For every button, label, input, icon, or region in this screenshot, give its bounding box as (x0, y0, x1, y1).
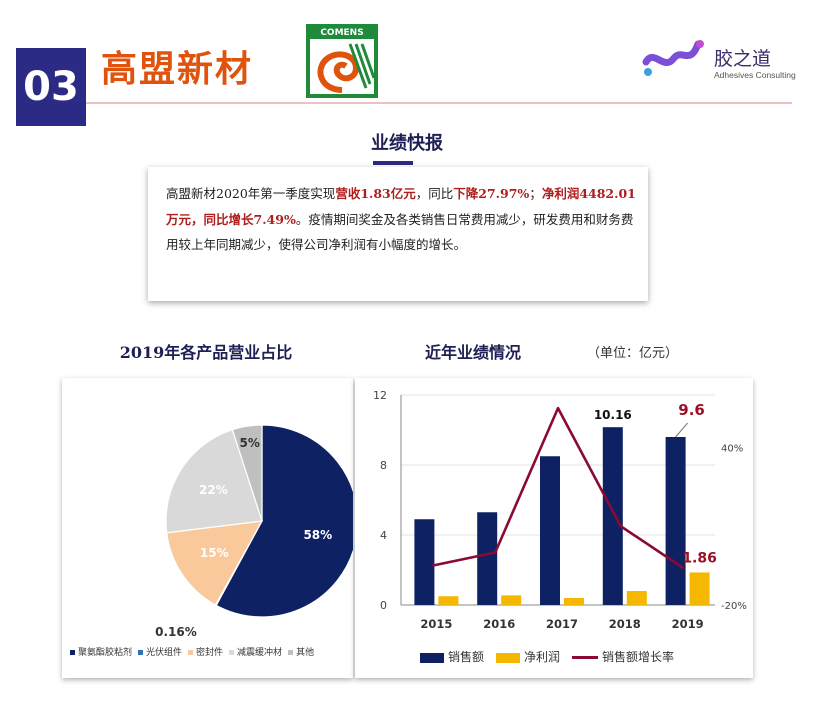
bar-legend-swatch (420, 652, 444, 663)
pie-data-label: 0.16% (155, 625, 197, 639)
pie-slice (215, 424, 353, 618)
pie-legend-label: 密封件 (196, 648, 224, 658)
bar-legend-item: 销售额增长率 (572, 648, 674, 665)
data-label-leader (675, 422, 688, 438)
y-left-tick-label: 8 (380, 459, 387, 472)
bar-net-profit (689, 572, 710, 605)
pie-legend-swatch (288, 650, 294, 655)
bar-legend-swatch (572, 656, 599, 659)
pie-legend-swatch (138, 650, 144, 655)
report-segment: 高盟新材2020年第一季度实现 (166, 186, 336, 201)
bar-chart-title: 近年业绩情况 (425, 343, 522, 362)
pie-legend-label: 减震缓冲材 (237, 648, 283, 658)
bar-net-profit (501, 595, 522, 605)
report-title-underline (373, 161, 413, 165)
pie-legend-item: 密封件 (188, 645, 223, 658)
bar-net-profit (626, 591, 647, 605)
section-number-badge: 03 (16, 48, 86, 126)
logo-text: COMENS (320, 28, 363, 38)
brand-logo-icon (642, 40, 704, 76)
pie-legend-label: 其他 (296, 648, 315, 658)
x-tick-label: 2018 (609, 617, 641, 631)
report-text: 高盟新材2020年第一季度实现营收1.83亿元，同比下降27.97%；净利润44… (166, 181, 638, 258)
bar-sales (665, 437, 686, 605)
y-left-tick-label: 0 (380, 599, 387, 612)
pie-data-label: 5% (240, 436, 260, 450)
bar-legend-item: 净利润 (496, 648, 560, 665)
pie-legend: 聚氨酯胶粘剂 光伏组件 密封件 减震缓冲材 其他 (70, 645, 350, 658)
bar-data-label: 1.86 (682, 550, 717, 566)
bar-line-chart: 0 4 8 12 -20% 40% 2015 2016 2017 2018 2019 10.16 9.6… (373, 389, 747, 631)
bar-data-label: 9.6 (678, 401, 705, 419)
pie-legend-item: 减震缓冲材 (229, 645, 282, 658)
x-tick-label: 2019 (672, 617, 704, 631)
bar-sales (414, 519, 435, 605)
pie-legend-item: 光伏组件 (138, 645, 182, 658)
bar-legend-label: 销售额 (448, 650, 485, 664)
bar-legend: 销售额 净利润 销售额增长率 (420, 648, 686, 665)
pie-legend-label: 光伏组件 (146, 648, 183, 658)
bar-net-profit (564, 598, 584, 605)
report-highlight: 下降27.97% (453, 186, 530, 201)
pie-slice (166, 520, 264, 606)
y-right-tick-label: 40% (721, 444, 743, 455)
bar-legend-label: 销售额增长率 (602, 650, 675, 664)
pie-legend-swatch (70, 650, 75, 655)
pie-data-label: 58% (303, 528, 332, 542)
report-box (148, 167, 648, 301)
growth-line (432, 406, 685, 570)
bar-legend-label: 净利润 (524, 650, 561, 664)
bar-sales (602, 427, 623, 605)
brand-name: 胶之道 (714, 48, 772, 70)
report-segment: ； (529, 186, 542, 201)
pie-legend-swatch (229, 650, 235, 655)
x-tick-label: 2017 (546, 617, 578, 631)
bar-legend-swatch (496, 652, 521, 663)
company-title: 高盟新材 (101, 49, 254, 90)
pie-data-label: 22% (199, 483, 228, 497)
pie-data-label: 15% (200, 546, 229, 560)
pie-chart-title: 2019年各产品营业占比 (119, 343, 293, 362)
bar-sales (477, 512, 498, 605)
bar-net-profit (438, 596, 459, 605)
pie-legend-swatch (188, 650, 194, 655)
report-title: 业绩快报 (371, 133, 443, 154)
pie-legend-item: 其他 (288, 645, 314, 658)
bar-legend-item: 销售额 (420, 648, 484, 665)
x-tick-label: 2015 (420, 617, 452, 631)
report-segment: ，同比 (415, 186, 454, 201)
pie-chart: 58% 0.16% 15% 22% 5% (155, 424, 353, 639)
report-segment: 。疫情期间奖金及各类销售日常费用减少，研发费用和财务费用较上年同期减少，使得公司… (166, 211, 634, 253)
header-divider (86, 102, 792, 104)
report-highlight: 净利润4482.01万元，同比增长7.49% (166, 186, 636, 227)
brand-subtitle: Adhesives Consulting (714, 70, 796, 80)
report-highlight: 营收1.83亿元 (335, 186, 416, 201)
x-tick-label: 2016 (483, 617, 515, 631)
bar-data-label: 10.16 (594, 408, 632, 422)
logo-swirl-icon (317, 51, 360, 93)
comens-logo: COMENS (306, 24, 378, 98)
pie-slice (231, 424, 263, 522)
y-right-tick-label: -20% (721, 601, 747, 612)
logo-stripes-icon (348, 43, 376, 89)
pie-slice (165, 428, 263, 534)
bar-chart-unit: （单位：亿元） (587, 346, 679, 361)
y-left-tick-label: 4 (380, 529, 387, 542)
bar-sales (540, 456, 560, 605)
pie-legend-label: 聚氨酯胶粘剂 (78, 648, 133, 658)
y-left-tick-label: 12 (373, 389, 387, 402)
pie-legend-item: 聚氨酯胶粘剂 (70, 645, 132, 658)
